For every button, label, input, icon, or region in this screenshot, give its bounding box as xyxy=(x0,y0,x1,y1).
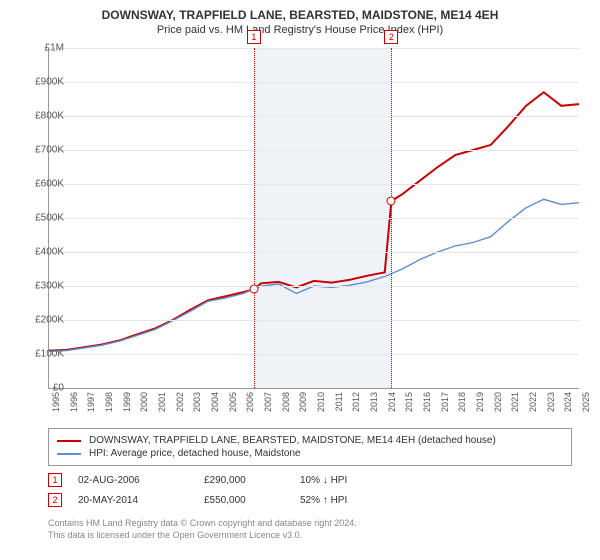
sale-marker-2: 2 xyxy=(384,30,398,44)
sale-row: 220-MAY-2014£550,00052% ↑ HPI xyxy=(48,490,572,510)
legend-item: HPI: Average price, detached house, Maid… xyxy=(57,447,563,460)
x-axis-label: 2014 xyxy=(387,392,397,412)
x-axis-label: 2023 xyxy=(546,392,556,412)
x-axis-label: 2018 xyxy=(457,392,467,412)
x-axis-label: 1996 xyxy=(69,392,79,412)
x-axis-label: 2024 xyxy=(563,392,573,412)
x-axis-label: 2007 xyxy=(263,392,273,412)
y-axis-label: £700K xyxy=(19,145,64,156)
sale-row: 102-AUG-2006£290,00010% ↓ HPI xyxy=(48,470,572,490)
x-axis-label: 2022 xyxy=(528,392,538,412)
y-axis-label: £800K xyxy=(19,111,64,122)
y-axis-label: £500K xyxy=(19,213,64,224)
x-axis-label: 1998 xyxy=(104,392,114,412)
y-axis-label: £1M xyxy=(19,43,64,54)
chart-subtitle: Price paid vs. HM Land Registry's House … xyxy=(0,22,600,36)
x-axis-label: 2001 xyxy=(157,392,167,412)
x-axis-label: 2011 xyxy=(334,392,344,411)
legend-item: DOWNSWAY, TRAPFIELD LANE, BEARSTED, MAID… xyxy=(57,434,563,447)
x-axis-label: 2005 xyxy=(228,392,238,412)
x-axis-label: 2008 xyxy=(281,392,291,412)
x-axis-label: 1997 xyxy=(86,392,96,412)
sale-marker-1: 1 xyxy=(247,30,261,44)
chart-container: DOWNSWAY, TRAPFIELD LANE, BEARSTED, MAID… xyxy=(0,0,600,560)
sales-table: 102-AUG-2006£290,00010% ↓ HPI220-MAY-201… xyxy=(48,470,572,510)
y-axis-label: £400K xyxy=(19,247,64,258)
y-axis-label: £100K xyxy=(19,349,64,360)
x-axis-label: 2020 xyxy=(493,392,503,412)
chart-title: DOWNSWAY, TRAPFIELD LANE, BEARSTED, MAID… xyxy=(0,0,600,22)
x-axis-label: 1995 xyxy=(51,392,61,412)
x-axis-label: 1999 xyxy=(122,392,132,412)
x-axis-label: 2021 xyxy=(510,392,520,412)
x-axis-label: 2009 xyxy=(298,392,308,412)
x-axis-label: 2019 xyxy=(475,392,485,412)
legend-box: DOWNSWAY, TRAPFIELD LANE, BEARSTED, MAID… xyxy=(48,428,572,466)
x-axis-label: 2025 xyxy=(581,392,591,412)
x-axis-label: 2003 xyxy=(192,392,202,412)
attribution-footer: Contains HM Land Registry data © Crown c… xyxy=(48,518,357,541)
plot-area: 12 xyxy=(48,48,579,389)
y-axis-label: £300K xyxy=(19,281,64,292)
x-axis-label: 2015 xyxy=(404,392,414,412)
y-axis-label: £600K xyxy=(19,179,64,190)
x-axis-label: 2004 xyxy=(210,392,220,412)
y-axis-label: £900K xyxy=(19,77,64,88)
x-axis-label: 2002 xyxy=(175,392,185,412)
x-axis-label: 2000 xyxy=(139,392,149,412)
y-axis-label: £200K xyxy=(19,315,64,326)
footer-line-2: This data is licensed under the Open Gov… xyxy=(48,530,357,542)
x-axis-label: 2012 xyxy=(351,392,361,412)
x-axis-label: 2016 xyxy=(422,392,432,412)
x-axis-label: 2010 xyxy=(316,392,326,412)
x-axis-label: 2006 xyxy=(245,392,255,412)
x-axis-label: 2013 xyxy=(369,392,379,412)
x-axis-label: 2017 xyxy=(440,392,450,412)
footer-line-1: Contains HM Land Registry data © Crown c… xyxy=(48,518,357,530)
